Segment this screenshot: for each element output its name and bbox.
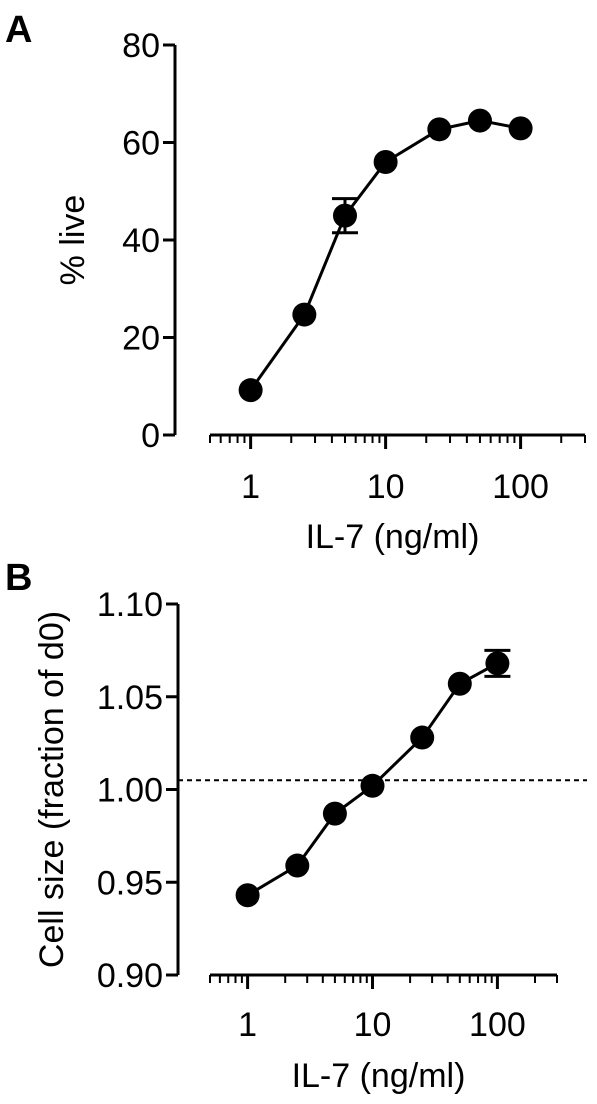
panel-b-y-tick-label: 0.95 xyxy=(97,864,163,902)
panel-a: A 0 20 40 60 80 1 10 100 IL-7 (ng/ml) % live xyxy=(5,9,586,556)
panel-a-x-tick-label: 10 xyxy=(367,468,405,506)
panel-b-data-point xyxy=(322,801,347,826)
panel-a-data-point xyxy=(332,203,357,228)
panel-b-x-tick-label: 100 xyxy=(469,1006,526,1044)
panel-b-x-tick-label: 1 xyxy=(238,1006,257,1044)
panel-b-data-point xyxy=(410,725,435,750)
panel-a-x-tick-label: 1 xyxy=(241,468,260,506)
panel-a-data-point xyxy=(238,378,263,403)
panel-a-y-tick-label: 80 xyxy=(122,27,160,65)
panel-b-data-point xyxy=(447,671,472,696)
panel-a-y-tick-label: 60 xyxy=(122,125,160,163)
panel-a-plot: 0 20 40 60 80 1 10 100 IL-7 (ng/ml) % live xyxy=(54,27,586,556)
panel-a-label: A xyxy=(5,9,32,51)
panel-a-y-tick-label: 0 xyxy=(141,417,160,455)
panel-a-y-tick-label: 20 xyxy=(122,320,160,358)
panel-a-data-point xyxy=(427,117,452,142)
panel-b-y-tick-label: 1.10 xyxy=(97,586,163,624)
panel-b-y-axis-title: Cell size (fraction of d0) xyxy=(33,611,71,968)
panel-b-x-tick-label: 10 xyxy=(354,1006,392,1044)
panel-a-y-axis-title: % live xyxy=(54,195,92,286)
panel-b-label: B xyxy=(5,557,32,599)
panel-a-data-point xyxy=(467,108,492,133)
panel-b-data-point xyxy=(485,651,510,676)
panel-b-y-tick-label: 0.90 xyxy=(97,957,163,995)
panel-a-x-tick-label: 100 xyxy=(492,468,549,506)
panel-a-data-point xyxy=(373,150,398,174)
panel-b-data-point xyxy=(285,853,310,878)
panel-a-y-tick-label: 40 xyxy=(122,222,160,260)
panel-a-x-axis-title: IL-7 (ng/ml) xyxy=(306,518,480,556)
panel-a-data-point xyxy=(292,302,317,327)
panel-b-data-point xyxy=(235,883,260,908)
panel-a-data-point xyxy=(508,116,533,141)
panel-b-y-tick-label: 1.00 xyxy=(97,772,163,810)
panel-b-x-axis-title: IL-7 (ng/ml) xyxy=(292,1057,466,1095)
panel-b-data-point xyxy=(360,773,385,798)
panel-b-y-tick-label: 1.05 xyxy=(97,679,163,717)
